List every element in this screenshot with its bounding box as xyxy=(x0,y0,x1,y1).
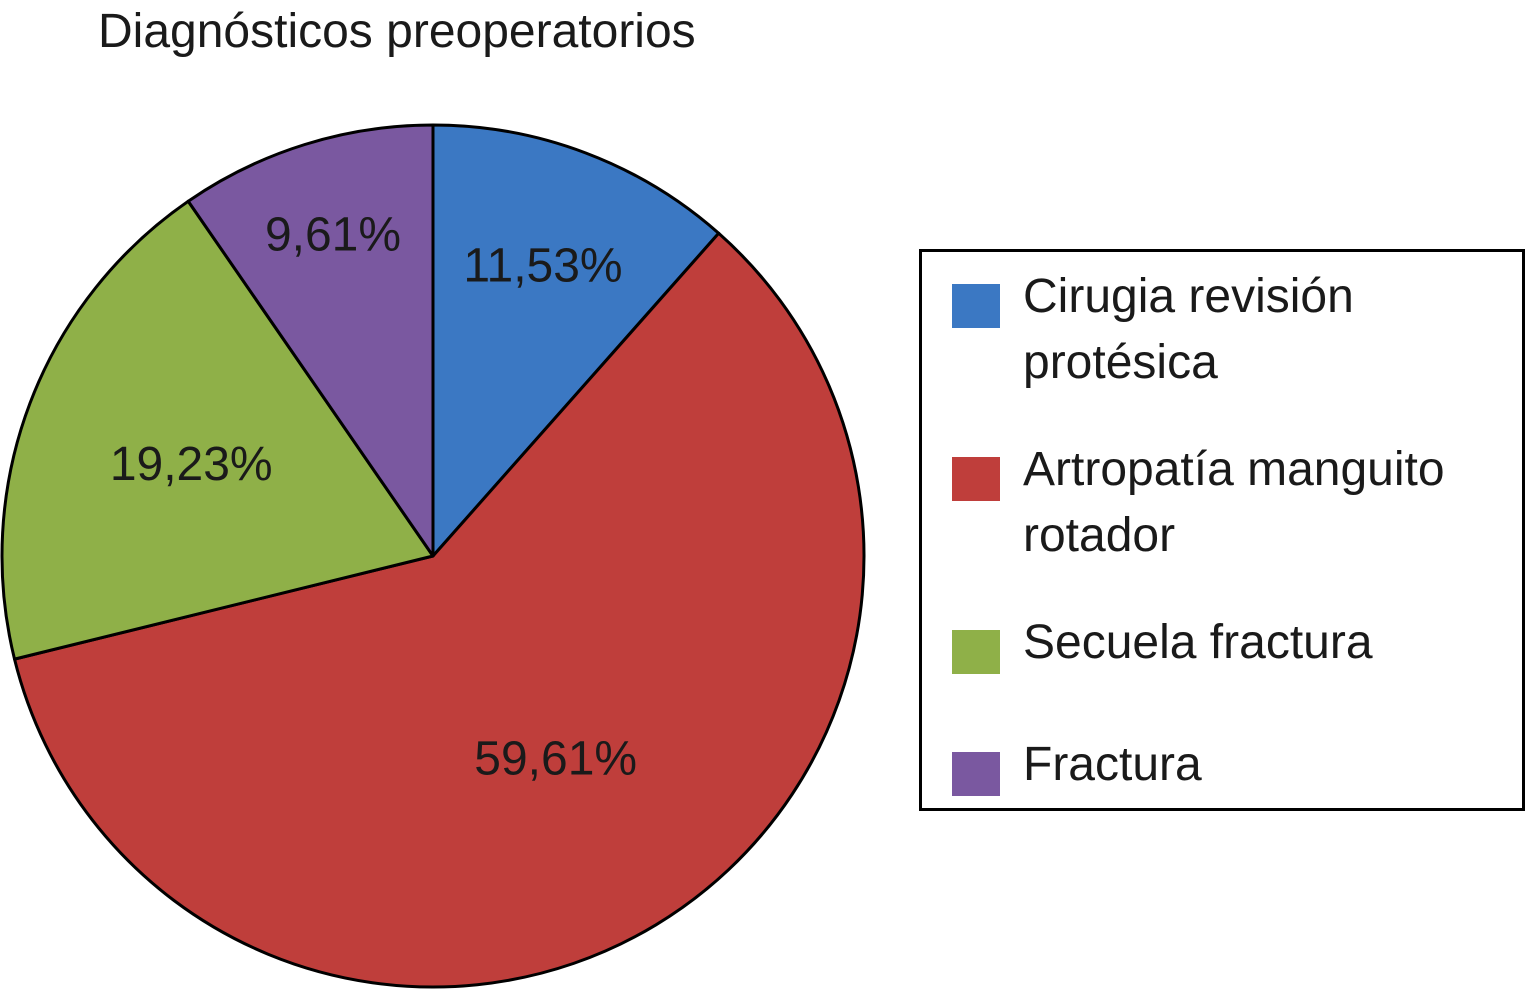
pie-value-label-artropatia-manguito: 59,61% xyxy=(474,732,637,785)
pie-slice-fractura xyxy=(186,123,435,558)
pie-value-label-secuela-fractura: 19,23% xyxy=(110,438,273,491)
legend-label: Artropatía manguito rotador xyxy=(1023,443,1445,562)
legend-item-artropatia-manguito: Artropatía manguito rotador xyxy=(952,437,1523,569)
pie-value-labels: 11,53% 59,61% 19,23% 9,61% xyxy=(110,209,637,786)
pie-value-label-fractura: 9,61% xyxy=(265,209,401,262)
chart-title: Diagnósticos preoperatorios xyxy=(98,5,696,58)
pie-slice-secuela-fractura xyxy=(0,199,435,661)
pie-slice-cirugia-revision xyxy=(431,123,721,558)
chart-legend: Cirugia revisión protésica Artropatía ma… xyxy=(919,249,1525,811)
legend-item-cirugia-revision: Cirugia revisión protésica xyxy=(952,264,1523,396)
legend-swatch xyxy=(952,457,1000,501)
pie-slice-artropatia-manguito xyxy=(13,231,866,989)
legend-item-secuela-fractura: Secuela fractura xyxy=(952,610,1523,676)
legend-item-fractura: Fractura xyxy=(952,732,1523,798)
legend-label: Cirugia revisión protésica xyxy=(1023,270,1354,389)
pie-value-label-cirugia-revision: 11,53% xyxy=(463,239,622,292)
legend-swatch xyxy=(952,630,1000,674)
legend-label: Fractura xyxy=(1023,738,1202,791)
legend-swatch xyxy=(952,752,1000,796)
legend-swatch xyxy=(952,284,1000,328)
pie-slices xyxy=(0,123,866,989)
legend-label: Secuela fractura xyxy=(1023,616,1373,669)
